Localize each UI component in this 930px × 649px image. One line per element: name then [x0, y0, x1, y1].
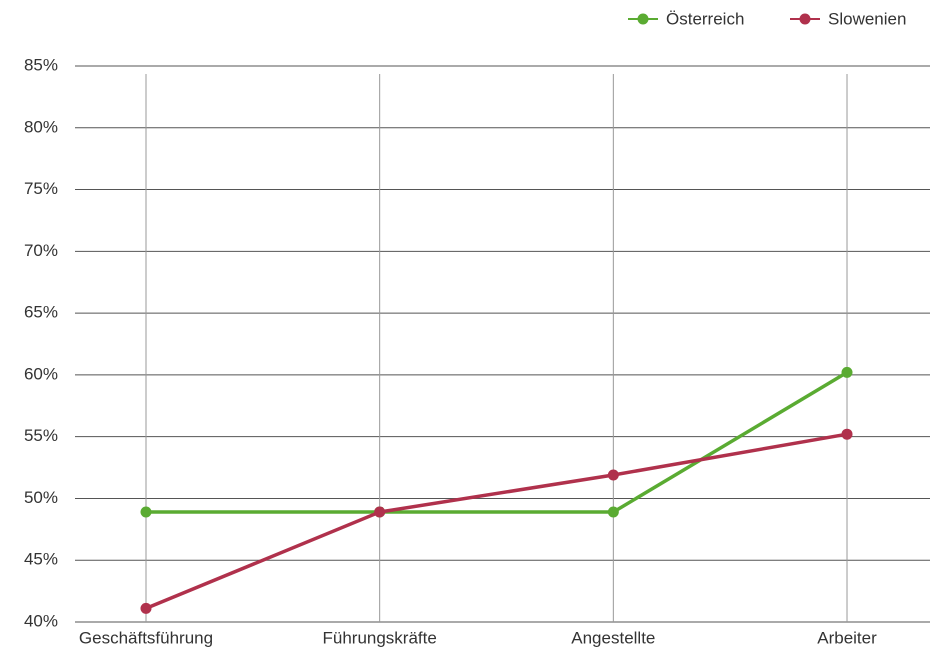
- y-tick-label: 40%: [24, 611, 58, 630]
- legend-label: Slowenien: [828, 9, 906, 28]
- data-point: [607, 506, 619, 518]
- x-tick-label: Arbeiter: [817, 628, 877, 647]
- data-point: [841, 428, 853, 440]
- y-tick-label: 50%: [24, 488, 58, 507]
- x-tick-label: Führungskräfte: [322, 628, 436, 647]
- y-tick-label: 45%: [24, 550, 58, 569]
- data-point: [140, 602, 152, 614]
- y-tick-label: 70%: [24, 241, 58, 260]
- data-point: [140, 506, 152, 518]
- data-point: [374, 506, 386, 518]
- legend-marker: [799, 13, 811, 25]
- y-tick-label: 85%: [24, 55, 58, 74]
- legend-marker: [637, 13, 649, 25]
- series-line: [146, 370, 848, 514]
- y-tick-label: 60%: [24, 364, 58, 383]
- y-tick-label: 55%: [24, 426, 58, 445]
- series-line: [145, 432, 848, 611]
- y-tick-label: 65%: [24, 303, 58, 322]
- x-tick-label: Geschäftsführung: [79, 628, 213, 647]
- data-point: [841, 366, 853, 378]
- y-tick-label: 80%: [24, 117, 58, 136]
- legend-label: Österreich: [666, 9, 744, 28]
- x-tick-label: Angestellte: [571, 628, 655, 647]
- y-tick-label: 75%: [24, 179, 58, 198]
- data-point: [607, 469, 619, 481]
